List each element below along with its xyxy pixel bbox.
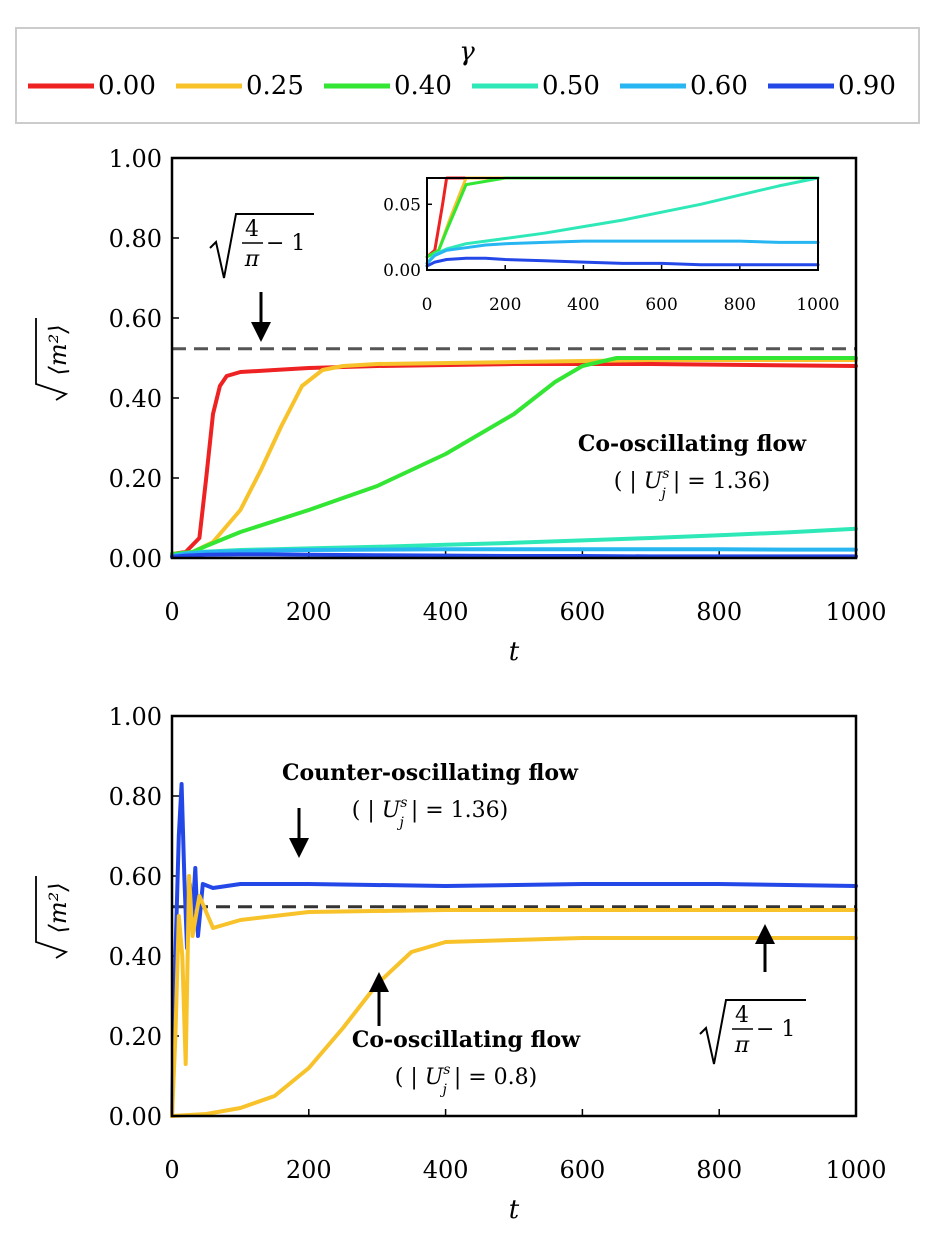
bottom-y-tick-label-2: 0.40 [109,943,162,971]
bottom-x-tick-label-0: 0 [164,1156,179,1184]
top-series-line-5 [170,552,858,559]
top-y-tick-label-0: 0.00 [109,545,162,573]
top-co-value: ( | Us j | = 1.36) [614,466,770,502]
bottom-co-value: ( | Us j | = 0.8) [395,1062,537,1098]
top-y-axis-label: ⟨m²⟩ [35,318,72,401]
inset-series-line-4 [425,239,820,265]
bottom-sqrt-numerator: 4 [735,1003,749,1028]
inset-x-tick-label-5: 1000 [796,295,839,315]
bottom-co-title: Co-oscillating flow [352,1027,581,1053]
top-y-tick-label-1: 0.20 [109,465,162,493]
top-x-tick-label-0: 0 [164,598,179,626]
top-chart: 0 200 400 600 800 1000 0.00 0.20 0.40 0.60 0.80 1.0… [35,145,887,667]
inset-chart: 0 200 400 600 800 1000 0.00 0.05 [383,176,840,315]
bottom-y-tick-label-3: 0.60 [109,863,162,891]
top-x-tick-label-5: 1000 [825,598,886,626]
bottom-chart: 0 200 400 600 800 1000 0.00 0.20 0.40 0.60 0.80 1.0… [35,703,887,1225]
bottom-sqrt-annotation: 4 π − 1 [699,999,806,1065]
legend-label-1: 0.25 [246,71,304,101]
inset-x-tick-label-2: 400 [567,295,599,315]
bottom-grid-ticks: 0 200 400 600 800 1000 0.00 0.20 0.40 0.60 0.80 1.0… [109,703,887,1184]
top-x-axis-label: t [509,637,520,667]
bottom-sqrt-denominator: π [734,1033,750,1058]
svg-text:⟨m²⟩: ⟨m²⟩ [44,324,72,375]
top-series-line-1 [170,358,858,556]
bottom-y-tick-label-1: 0.20 [109,1023,162,1051]
top-series-line-0 [170,362,858,556]
legend-label-3: 0.50 [542,71,600,101]
bottom-y-tick-label-4: 0.80 [109,783,162,811]
bottom-sqrt-arrow [755,924,775,972]
top-series [170,356,858,559]
top-sqrt-sign [209,213,314,279]
bottom-counter-value: ( | Us j | = 1.36) [352,795,508,831]
inset-x-tick-label-3: 600 [645,295,677,315]
bottom-x-tick-label-2: 400 [423,1156,469,1184]
legend-label-4: 0.60 [690,71,748,101]
top-y-tick-label-3: 0.60 [109,305,162,333]
inset-y-tick-label-0: 0.00 [383,261,421,281]
top-y-tick-label-5: 1.00 [109,145,162,173]
bottom-plot-frame [170,714,858,1118]
top-co-title: Co-oscillating flow [578,431,807,457]
bottom-series-line-1 [170,874,858,1118]
bottom-series [170,782,858,1118]
top-co-oscillating-label: Co-oscillating flow ( | Us j | = 1.36) [578,431,807,502]
top-x-tick-label-2: 400 [423,598,469,626]
legend-frame [15,27,920,124]
top-sqrt-tail: − 1 [266,231,305,256]
inset-ticks: 0 200 400 600 800 1000 0.00 0.05 [383,195,839,315]
svg-text:⟨m²⟩: ⟨m²⟩ [44,882,72,933]
bottom-counter-label: Counter-oscillating flow ( | Us j | = 1.3… [282,760,579,831]
bottom-x-axis-label: t [509,1195,520,1225]
top-plot-frame [170,156,858,560]
top-sqrt-denominator: π [244,247,260,272]
top-y-tick-label-4: 0.80 [109,225,162,253]
bottom-series-line-2 [170,936,858,1118]
bottom-sqrt-tail: − 1 [756,1017,795,1042]
inset-series-line-5 [425,256,820,268]
legend-label-0: 0.00 [98,71,156,101]
top-sqrt-annotation: 4 π − 1 [209,213,314,279]
inset-series-line-3 [425,176,820,265]
top-series-line-2 [170,356,858,556]
top-y-tick-label-2: 0.40 [109,385,162,413]
bottom-x-tick-label-3: 600 [559,1156,605,1184]
legend: γ 0.00 0.25 0.40 0.50 0.60 0.90 [15,27,920,124]
bottom-x-tick-label-4: 800 [696,1156,742,1184]
inset-x-tick-label-4: 800 [724,295,756,315]
legend-title: γ [459,37,475,67]
top-x-tick-label-3: 600 [559,598,605,626]
inset-x-tick-label-0: 0 [422,295,433,315]
bottom-y-axis-label: ⟨m²⟩ [35,876,72,959]
bottom-co-label: Co-oscillating flow ( | Us j | = 0.8) [352,1027,581,1098]
bottom-sqrt-sign [699,999,806,1065]
bottom-x-tick-label-1: 200 [286,1156,332,1184]
top-sqrt-numerator: 4 [245,217,259,242]
inset-x-tick-label-1: 200 [489,295,521,315]
bottom-y-tick-label-0: 0.00 [109,1103,162,1131]
top-series-line-4 [170,547,858,558]
bottom-counter-arrow [289,808,309,858]
inset-y-tick-label-1: 0.05 [383,195,421,215]
inset-plot-frame [426,177,819,271]
bottom-x-tick-label-5: 1000 [825,1156,886,1184]
legend-entries: 0.00 0.25 0.40 0.50 0.60 0.90 [28,71,896,101]
legend-label-5: 0.90 [838,71,896,101]
bottom-y-tick-label-5: 1.00 [109,703,162,731]
top-arrow-to-reference [251,292,271,342]
legend-label-2: 0.40 [394,71,452,101]
bottom-co-arrow [369,972,389,1026]
top-x-tick-label-1: 200 [286,598,332,626]
top-x-tick-label-4: 800 [696,598,742,626]
top-grid-ticks: 0 200 400 600 800 1000 0.00 0.20 0.40 0.60 0.80 1.0… [109,145,887,626]
bottom-counter-title: Counter-oscillating flow [282,760,579,786]
